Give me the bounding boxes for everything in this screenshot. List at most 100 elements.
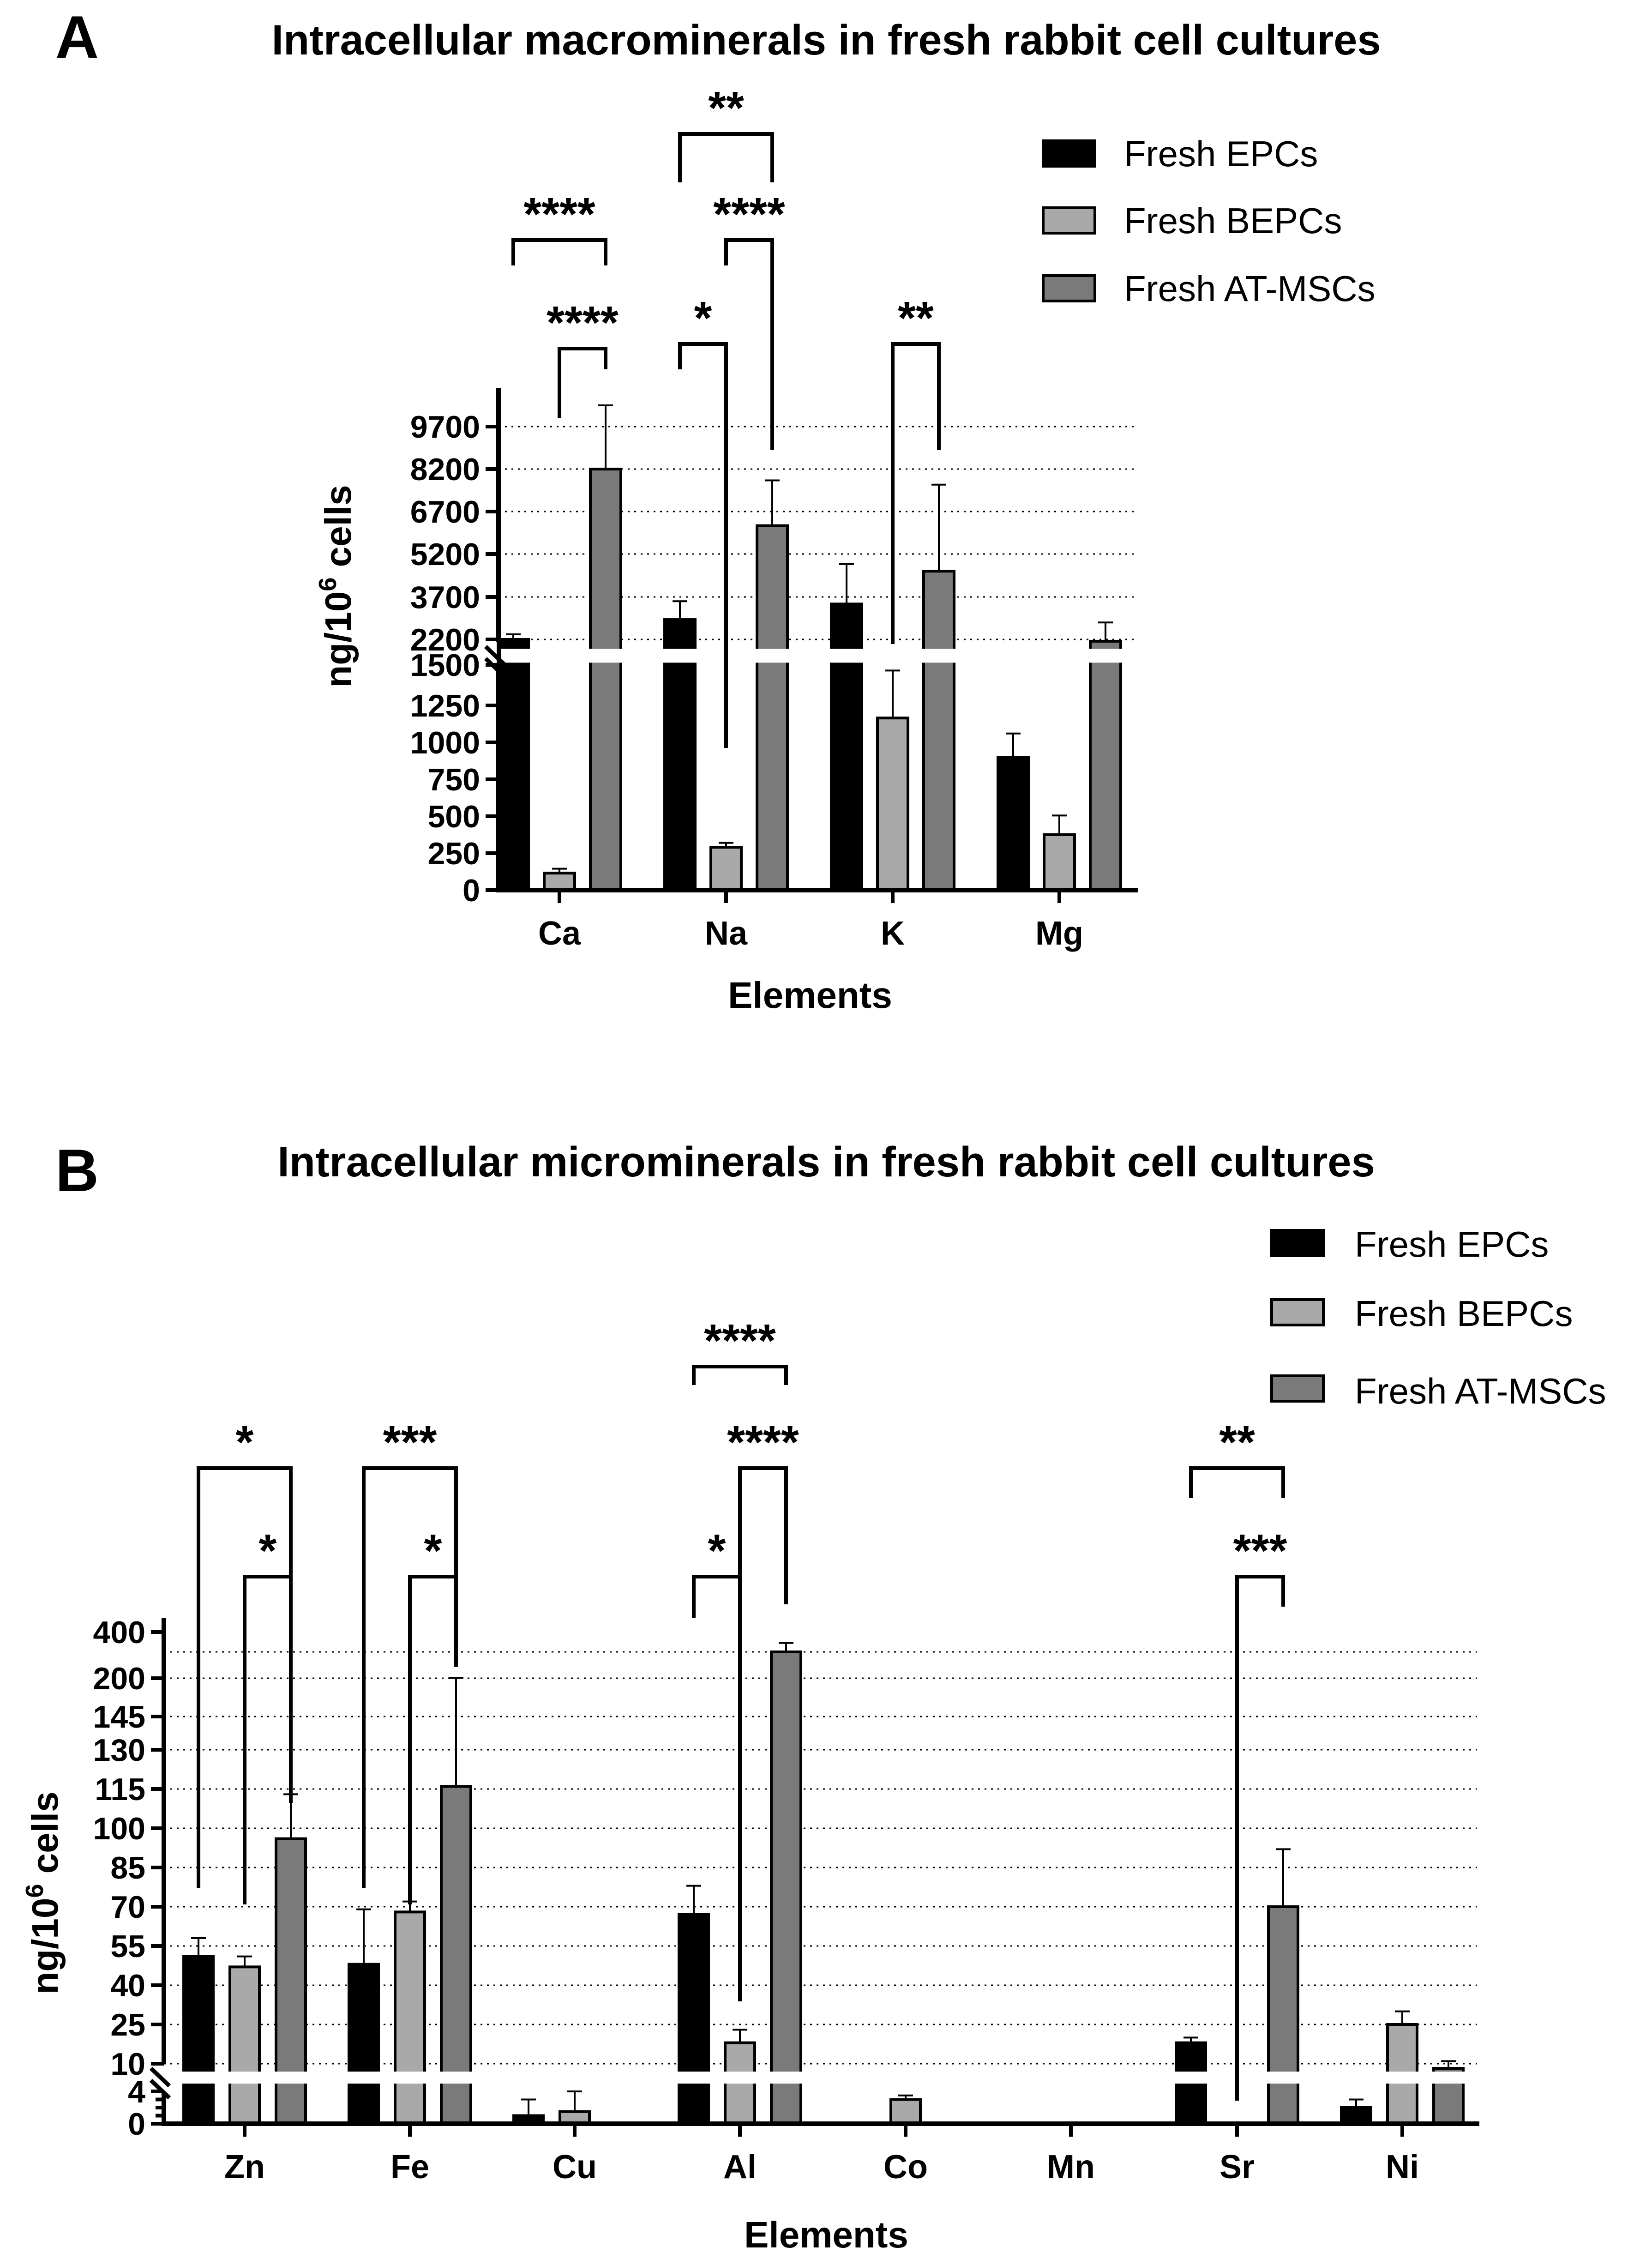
x-tick-label-zn: Zn: [224, 2149, 265, 2186]
significance-label: *: [694, 292, 712, 344]
x-tick-label-cu: Cu: [553, 2149, 597, 2186]
significance-label: ***: [383, 1416, 437, 1468]
panel-a-y-axis-title: ng/106 cells: [314, 485, 359, 687]
legend-a-swatch-epcs: [1042, 139, 1096, 168]
panel-a-title: Intracellular macrominerals in fresh rab…: [271, 17, 1381, 64]
significance-bracket: [243, 1575, 293, 1904]
y-tick-label: 40: [110, 1968, 145, 2003]
legend-a-label-bepcs: Fresh BEPCs: [1124, 200, 1342, 241]
y-tick-label: 750: [428, 762, 480, 797]
y-tick-label: 25: [110, 2007, 145, 2042]
bar-mg-1: [1043, 833, 1076, 892]
bar-zn-0: [182, 1955, 215, 2125]
y-tick-label: 145: [93, 1699, 145, 1735]
legend-a-swatch-atmscs: [1042, 274, 1096, 302]
bar-na-0: [663, 618, 697, 892]
panel-b-x-axis-title: Elements: [744, 2214, 908, 2255]
y-tick-label: 55: [110, 1929, 145, 1964]
y-tick-label: 1500: [410, 648, 480, 683]
y-tick-label: 200: [93, 1661, 145, 1696]
legend-b-swatch-atmscs: [1270, 1374, 1325, 1403]
panel-a: A Intracellular macrominerals in fresh r…: [55, 3, 1381, 1016]
bar-k-2: [922, 570, 955, 892]
axis-break-band: [167, 2072, 1480, 2084]
bar-mg-0: [997, 756, 1030, 892]
significance-label: ***: [1233, 1525, 1287, 1577]
bar-ca-1: [543, 872, 576, 892]
panel-a-legend: Fresh EPCs Fresh BEPCs Fresh AT-MSCs: [1042, 133, 1376, 309]
y-tick-label: 1250: [410, 688, 480, 723]
significance-bracket: [724, 238, 774, 450]
x-tick-label-mg: Mg: [1035, 915, 1083, 952]
significance-label: ****: [704, 1315, 776, 1367]
y-tick-label: 3700: [410, 580, 480, 615]
y-tick-label: 130: [93, 1733, 145, 1768]
significance-bracket: [408, 1575, 458, 1904]
legend-b-label-atmscs: Fresh AT-MSCs: [1355, 1371, 1606, 1411]
significance-label: ****: [713, 188, 785, 240]
axis-break-band: [501, 649, 1141, 663]
legend-b-swatch-bepcs: [1270, 1298, 1325, 1326]
y-tick-label: 400: [93, 1615, 145, 1650]
x-tick-label-mn: Mn: [1047, 2149, 1095, 2186]
x-tick-label-co: Co: [883, 2149, 928, 2186]
y-tick-label: 2200: [410, 622, 480, 657]
y-tick-label: 6700: [410, 494, 480, 530]
significance-bracket: [678, 132, 774, 182]
significance-bracket: [678, 342, 728, 748]
significance-bracket: [891, 342, 941, 644]
significance-label: *: [424, 1525, 442, 1577]
significance-label: **: [708, 82, 744, 134]
y-tick-label: 5200: [410, 537, 480, 572]
axis-break-marks: [149, 2066, 171, 2100]
significance-label: *: [708, 1525, 726, 1577]
y-tick-label: 115: [95, 1772, 145, 1807]
significance-bracket: [1235, 1575, 1285, 2101]
bar-al-2: [770, 1651, 802, 2125]
bar-fe-0: [348, 1963, 380, 2125]
panel-b-legend: Fresh EPCs Fresh BEPCs Fresh AT-MSCs: [1270, 1224, 1606, 1411]
y-tick-label: 0: [128, 2107, 145, 2142]
bar-sr-2: [1267, 1905, 1299, 2125]
x-tick-label-sr: Sr: [1219, 2149, 1255, 2186]
legend-a-label-epcs: Fresh EPCs: [1124, 133, 1318, 174]
bar-zn-1: [228, 1965, 261, 2126]
y-tick-label: 9700: [410, 410, 480, 445]
bar-ca-2: [589, 468, 622, 892]
bar-k-1: [876, 717, 909, 892]
significance-label: **: [1219, 1416, 1255, 1468]
panel-b-letter: B: [55, 1137, 99, 1204]
panel-a-letter: A: [55, 3, 99, 71]
bar-fe-1: [394, 1910, 426, 2126]
y-tick-label: 85: [110, 1850, 145, 1886]
significance-bracket: [362, 1466, 458, 1888]
panel-b-title: Intracellular microminerals in fresh rab…: [277, 1139, 1375, 1186]
significance-bracket: [558, 347, 607, 418]
bar-co-1: [889, 2098, 922, 2125]
significance-label: ****: [547, 297, 619, 349]
bar-ni-0: [1340, 2106, 1372, 2125]
y-tick-label: 1000: [410, 725, 480, 760]
panel-b-y-axis-title: ng/106 cells: [21, 1791, 66, 1994]
bar-al-0: [678, 1913, 710, 2125]
bar-mg-2: [1089, 639, 1122, 892]
y-tick-label: 250: [428, 836, 480, 871]
legend-a-swatch-bepcs: [1042, 206, 1096, 235]
panel-b: B Intracellular microminerals in fresh r…: [21, 1137, 1606, 2255]
significance-label: **: [898, 292, 934, 344]
y-tick-label: 10: [110, 2047, 145, 2082]
x-tick-label-ca: Ca: [538, 915, 581, 952]
significance-bracket: [511, 238, 607, 265]
bar-na-1: [709, 846, 743, 892]
x-tick-label-ni: Ni: [1386, 2149, 1419, 2186]
x-tick-label-fe: Fe: [390, 2149, 429, 2186]
significance-label: ****: [727, 1416, 799, 1468]
bar-k-0: [830, 602, 863, 892]
significance-bracket: [692, 1365, 788, 1385]
x-tick-label-na: Na: [705, 915, 748, 952]
significance-bracket: [1189, 1466, 1285, 1498]
legend-a-label-atmscs: Fresh AT-MSCs: [1124, 268, 1376, 309]
legend-b-label-epcs: Fresh EPCs: [1355, 1224, 1549, 1265]
significance-bracket: [692, 1575, 742, 2001]
